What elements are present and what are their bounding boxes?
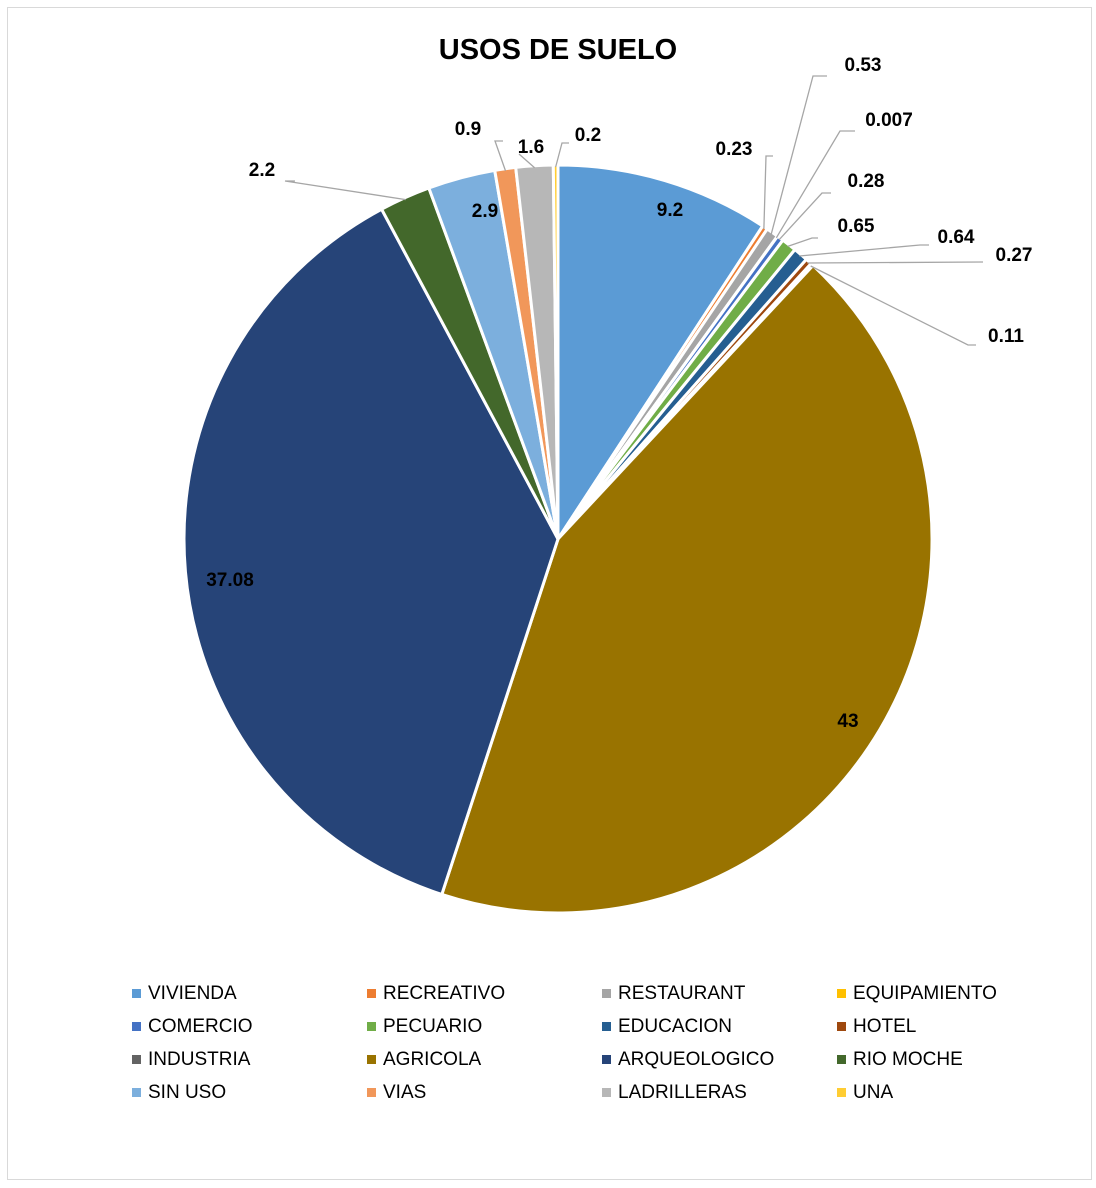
- legend-swatch: [367, 989, 376, 998]
- pie-slice-agricola: [440, 263, 934, 915]
- data-label-industria: 0.11: [988, 326, 1024, 347]
- legend-swatch: [837, 1022, 846, 1031]
- legend-swatch: [602, 1088, 611, 1097]
- legend-label: VIAS: [383, 1081, 427, 1103]
- leader-line-industria: [810, 265, 976, 346]
- data-label-vivienda: 9.2: [657, 200, 683, 221]
- legend-label: HOTEL: [853, 1015, 917, 1037]
- data-label-pecuario: 0.65: [838, 216, 875, 237]
- leader-line-restaurant: [770, 75, 827, 235]
- legend-swatch: [367, 1088, 376, 1097]
- leader-line-educacion: [799, 244, 929, 257]
- legend-item-agricola: AGRICOLA: [367, 1048, 602, 1071]
- legend-item-comercio: COMERCIO: [132, 1015, 367, 1038]
- leader-line-vias: [494, 140, 507, 171]
- legend-swatch: [837, 1055, 846, 1064]
- chart-title: USOS DE SUELO: [438, 34, 678, 66]
- legend-label: LADRILLERAS: [618, 1081, 747, 1103]
- legend-label: COMERCIO: [148, 1015, 253, 1037]
- legend-label: RECREATIVO: [383, 982, 506, 1004]
- data-label-hotel: 0.27: [996, 245, 1033, 266]
- pie-slice-vivienda: [556, 163, 765, 541]
- legend-swatch: [132, 1022, 141, 1031]
- leader-line-recreativo: [763, 155, 773, 230]
- legend-item-recreativo: RECREATIVO: [367, 982, 602, 1005]
- legend-swatch: [367, 1055, 376, 1064]
- legend-label: RIO MOCHE: [853, 1048, 963, 1070]
- legend-item-vias: VIAS: [367, 1081, 602, 1104]
- leader-line-rio-moche: [284, 180, 406, 201]
- leader-line-ladrilleras: [518, 153, 536, 169]
- legend-item-vivienda: VIVIENDA: [132, 982, 367, 1005]
- legend-item-ladrilleras: LADRILLERAS: [602, 1081, 837, 1104]
- data-label-recreativo: 0.23: [716, 139, 753, 160]
- legend: VIVIENDA RECREATIVO RESTAURANT EQUIPAMIENTO…: [132, 982, 1052, 1104]
- legend-label: ARQUEOLOGICO: [618, 1048, 775, 1070]
- legend-label: EDUCACION: [618, 1015, 733, 1037]
- legend-swatch: [132, 1088, 141, 1097]
- data-label-equipamiento: 0.007: [865, 110, 913, 131]
- legend-label: VIVIENDA: [148, 982, 237, 1004]
- legend-item-restaurant: RESTAURANT: [602, 982, 837, 1005]
- legend-swatch: [602, 989, 611, 998]
- pie-slice-arqueologico: [182, 207, 560, 896]
- legend-label: RESTAURANT: [618, 982, 746, 1004]
- legend-item-rio-moche: RIO MOCHE: [837, 1048, 1052, 1071]
- legend-swatch: [837, 989, 846, 998]
- leader-line-comercio: [778, 192, 831, 241]
- legend-item-educacion: EDUCACION: [602, 1015, 837, 1038]
- data-label-educacion: 0.64: [938, 227, 975, 248]
- legend-swatch: [602, 1022, 611, 1031]
- legend-swatch: [132, 1055, 141, 1064]
- legend-label: INDUSTRIA: [148, 1048, 251, 1070]
- leader-line-pecuario: [787, 237, 818, 248]
- legend-swatch: [602, 1055, 611, 1064]
- legend-item-hotel: HOTEL: [837, 1015, 1052, 1038]
- data-label-sin-uso: 2.9: [472, 201, 498, 222]
- data-label-una: 0.2: [575, 125, 601, 146]
- data-label-rio-moche: 2.2: [249, 160, 275, 181]
- legend-label: UNA: [853, 1081, 894, 1103]
- legend-swatch: [837, 1088, 846, 1097]
- legend-label: EQUIPAMIENTO: [853, 982, 997, 1004]
- legend-label: SIN USO: [148, 1081, 227, 1103]
- leader-line-una: [555, 142, 569, 168]
- legend-item-pecuario: PECUARIO: [367, 1015, 602, 1038]
- pie-chart: 9.2 0.23 0.53 0.007 0.28 0.65 0.64 0.27 0.11 43 37…: [182, 55, 1033, 915]
- legend-item-sin-uso: SIN USO: [132, 1081, 367, 1104]
- data-label-ladrilleras: 1.6: [518, 137, 544, 158]
- legend-item-arqueologico: ARQUEOLOGICO: [602, 1048, 837, 1071]
- legend-label: AGRICOLA: [383, 1048, 482, 1070]
- legend-item-equipamiento: EQUIPAMIENTO: [837, 982, 1052, 1005]
- data-label-agricola: 43: [837, 711, 858, 732]
- leader-line-hotel: [807, 261, 984, 264]
- data-label-comercio: 0.28: [848, 171, 885, 192]
- legend-label: PECUARIO: [383, 1015, 483, 1037]
- legend-swatch: [367, 1022, 376, 1031]
- legend-item-una: UNA: [837, 1081, 1052, 1104]
- legend-swatch: [132, 989, 141, 998]
- data-label-vias: 0.9: [455, 119, 481, 140]
- leader-line-equipamiento: [775, 130, 855, 239]
- legend-item-industria: INDUSTRIA: [132, 1048, 367, 1071]
- data-label-restaurant: 0.53: [845, 55, 882, 76]
- data-label-arqueologico: 37.08: [206, 570, 254, 591]
